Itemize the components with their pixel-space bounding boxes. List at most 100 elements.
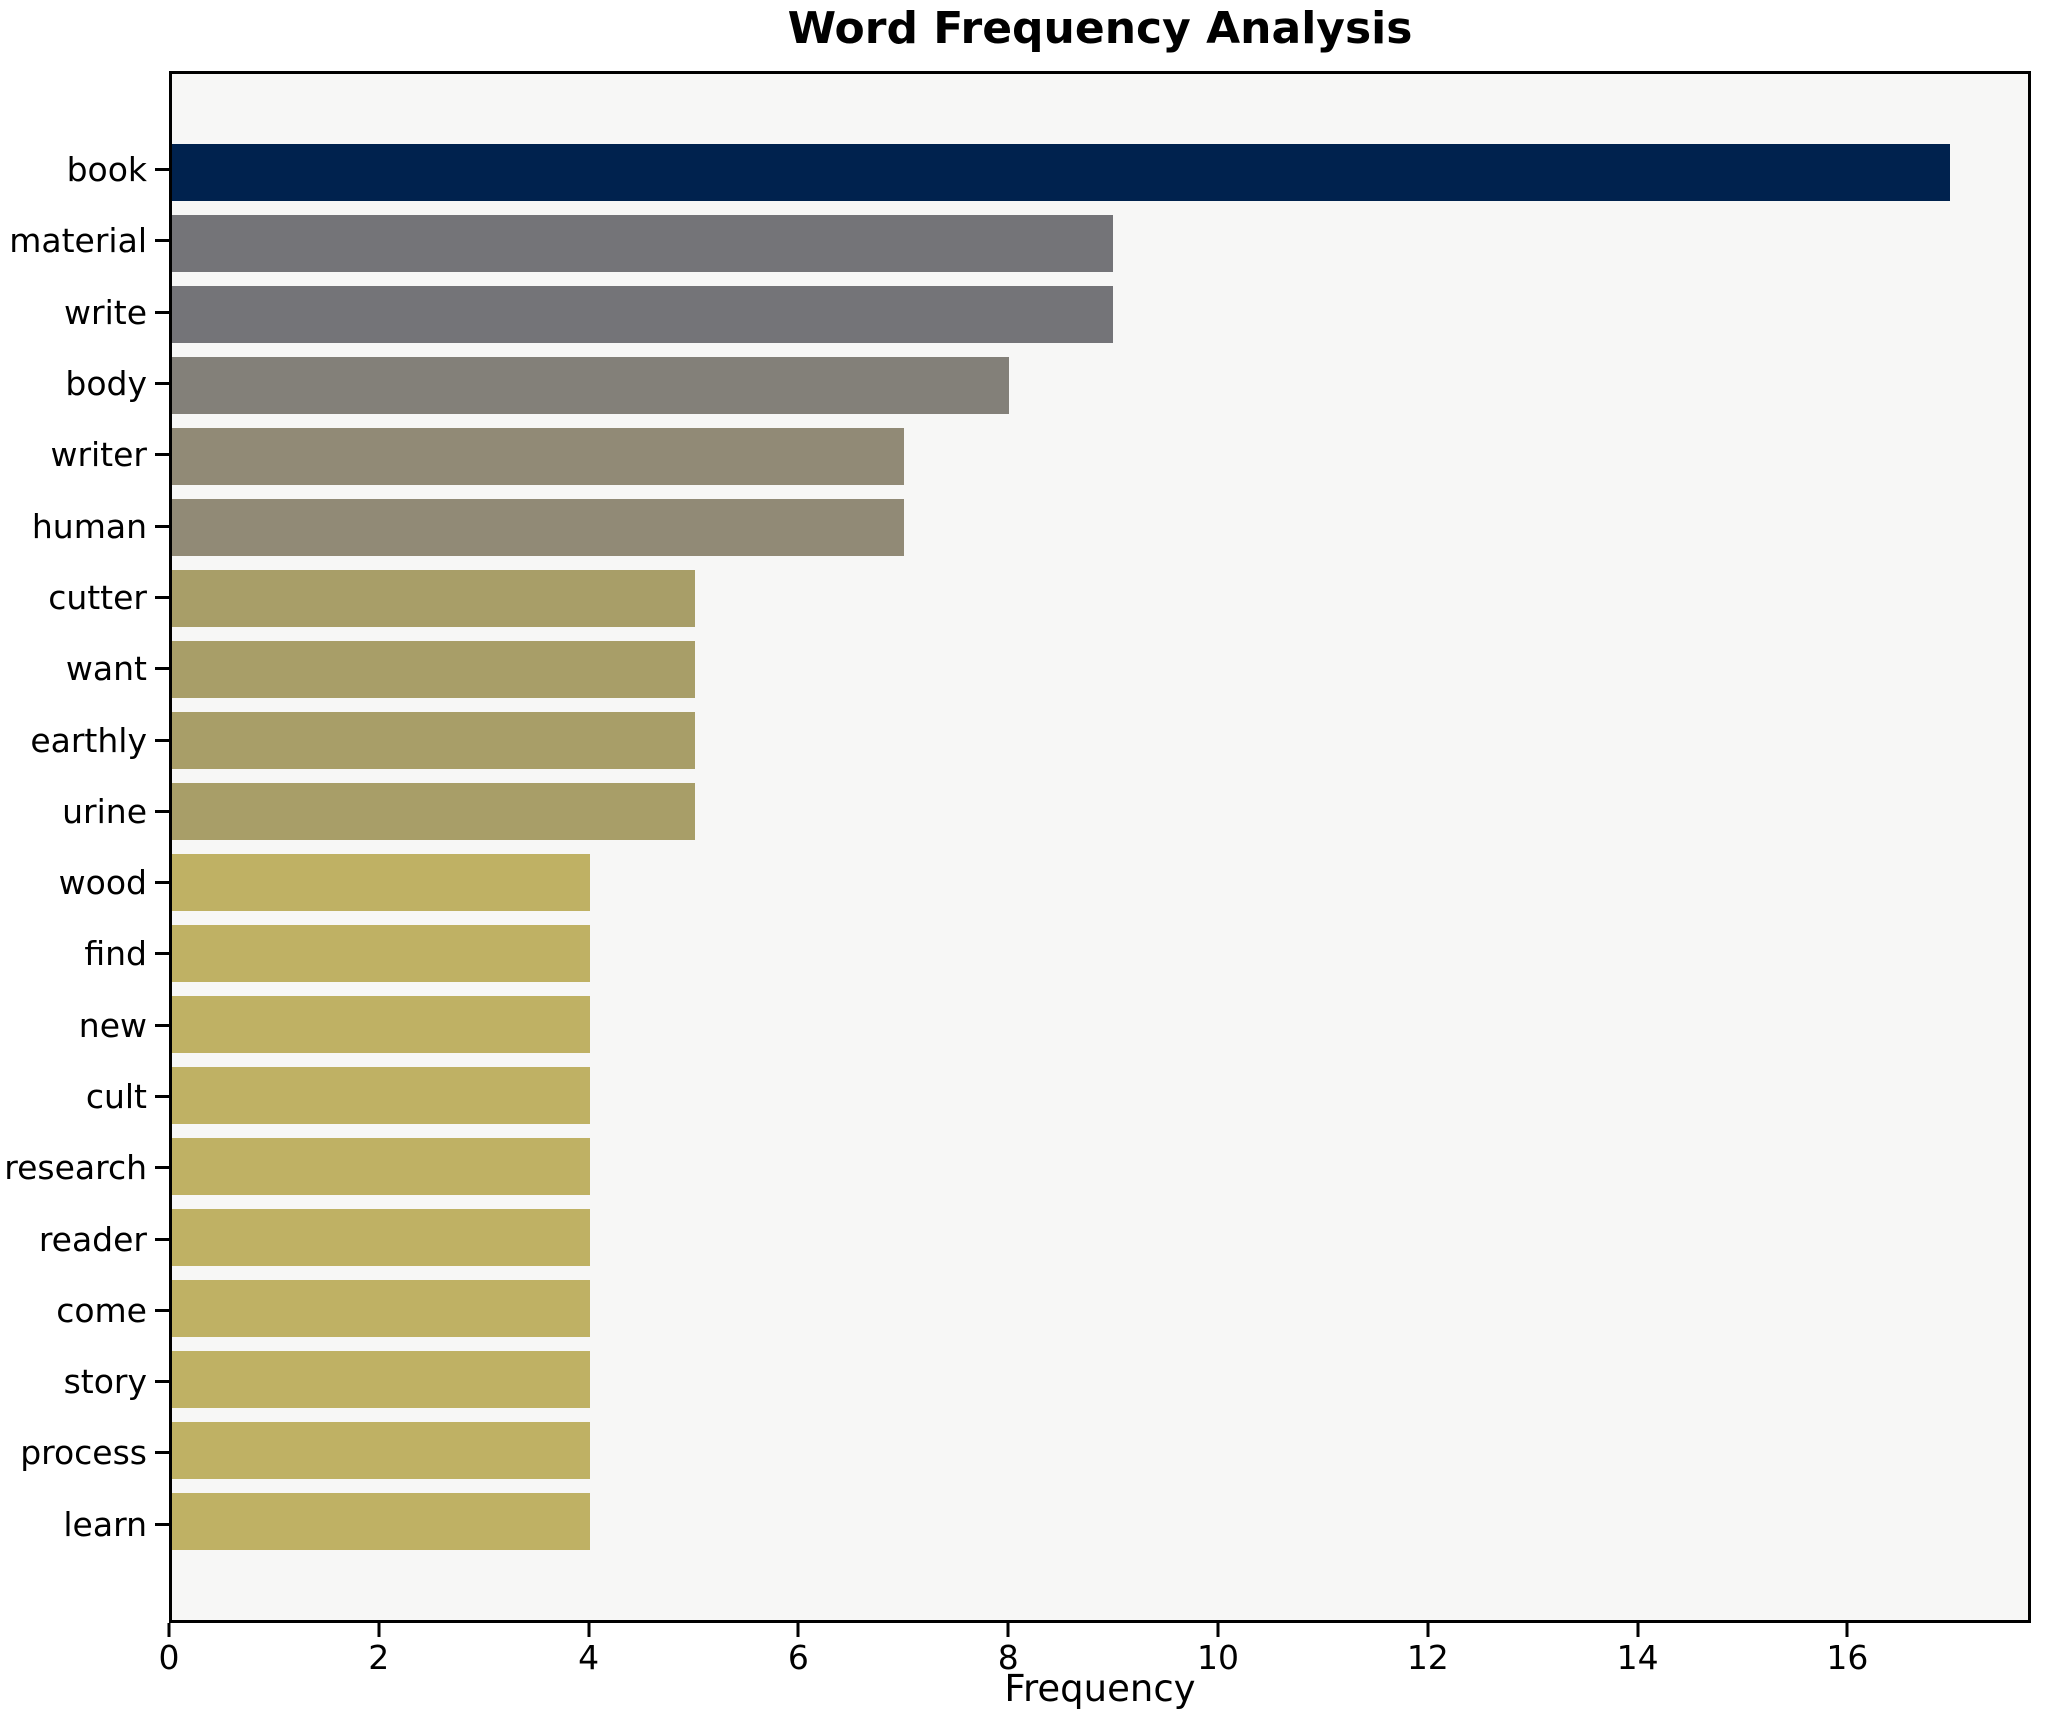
y-tick-mark <box>155 952 169 956</box>
y-tick-row <box>155 1489 169 1560</box>
y-tick-mark <box>155 1023 169 1027</box>
y-tick-label-learn: learn <box>63 1504 147 1544</box>
y-tick-label-cutter: cutter <box>48 577 147 617</box>
y-label-row: body <box>0 348 147 419</box>
y-tick-row <box>155 1417 169 1488</box>
y-tick-mark <box>155 239 169 243</box>
x-tick-mark-16 <box>1845 1623 1849 1637</box>
y-tick-mark <box>155 453 169 457</box>
bar-story <box>172 1351 591 1408</box>
y-label-row: material <box>0 205 147 276</box>
y-tick-label-writer: writer <box>50 435 147 475</box>
y-tick-row <box>155 277 169 348</box>
y-tick-mark <box>155 1308 169 1312</box>
x-tick-label-6: 6 <box>787 1638 809 1677</box>
bar-row <box>172 847 2028 918</box>
bar-cutter <box>172 570 695 627</box>
bar-row <box>172 989 2028 1060</box>
y-label-row: write <box>0 277 147 348</box>
y-tick-row <box>155 990 169 1061</box>
y-axis-labels: book material write body writer human cutter wa… <box>0 71 147 1623</box>
y-tick-label-come: come <box>56 1290 147 1330</box>
bar-row <box>172 279 2028 350</box>
bar-row <box>172 705 2028 776</box>
y-tick-label-human: human <box>31 506 147 546</box>
y-label-row: writer <box>0 419 147 490</box>
x-tick-label-12: 12 <box>1406 1638 1449 1677</box>
x-tick-label-16: 16 <box>1826 1638 1869 1677</box>
y-label-row: story <box>0 1346 147 1417</box>
y-tick-mark <box>155 1451 169 1455</box>
y-tick-mark <box>155 881 169 885</box>
y-tick-row <box>155 633 169 704</box>
y-tick-row <box>155 1061 169 1132</box>
bar-body <box>172 357 1009 414</box>
x-tick-mark-12 <box>1426 1623 1430 1637</box>
y-label-row: urine <box>0 776 147 847</box>
y-tick-mark <box>155 1166 169 1170</box>
bar-row <box>172 563 2028 634</box>
y-label-row: book <box>0 134 147 205</box>
y-tick-mark <box>155 1095 169 1098</box>
y-tick-row <box>155 348 169 419</box>
y-tick-label-book: book <box>66 150 147 190</box>
x-axis: 0 2 4 6 8 10 12 14 16 <box>159 1623 2031 1693</box>
x-tick-label-8: 8 <box>997 1638 1019 1677</box>
bar-row <box>172 1273 2028 1344</box>
y-tick-row <box>155 205 169 276</box>
y-tick-mark <box>155 809 169 813</box>
bar-row <box>172 208 2028 279</box>
y-label-row: learn <box>0 1489 147 1560</box>
bar-want <box>172 641 695 698</box>
y-tick-row <box>155 134 169 205</box>
y-label-row: want <box>0 633 147 704</box>
bar-row <box>172 492 2028 563</box>
y-tick-label-write: write <box>64 292 147 332</box>
bar-row <box>172 634 2028 705</box>
bar-row <box>172 137 2028 208</box>
y-tick-label-story: story <box>63 1362 147 1402</box>
bar-write <box>172 286 1114 343</box>
y-tick-mark <box>155 382 169 386</box>
x-axis-label: Frequency <box>1004 1667 1196 1710</box>
y-tick-label-cult: cult <box>85 1077 147 1116</box>
y-label-row: research <box>0 1132 147 1203</box>
x-tick-label-0: 0 <box>158 1638 180 1677</box>
bar-row <box>172 1415 2028 1486</box>
bar-row <box>172 918 2028 989</box>
y-tick-row <box>155 847 169 918</box>
y-label-row: earthly <box>0 704 147 775</box>
y-tick-label-research: research <box>4 1148 147 1188</box>
y-label-row: wood <box>0 847 147 918</box>
bar-urine <box>172 783 695 840</box>
bars-container <box>172 74 2028 1620</box>
y-tick-mark <box>155 595 169 599</box>
x-tick-mark-8 <box>1006 1623 1010 1637</box>
bar-row <box>172 1202 2028 1273</box>
bar-research <box>172 1138 591 1195</box>
bar-writer <box>172 428 904 485</box>
bar-book <box>172 144 1950 201</box>
y-tick-label-reader: reader <box>38 1219 147 1259</box>
bar-cult <box>172 1067 591 1124</box>
bar-learn <box>172 1493 591 1550</box>
bar-row <box>172 350 2028 421</box>
y-tick-mark <box>155 1522 169 1526</box>
y-tick-row <box>155 419 169 490</box>
y-tick-mark <box>155 738 169 742</box>
y-tick-label-find: find <box>84 934 147 974</box>
y-tick-row <box>155 1203 169 1274</box>
bar-earthly <box>172 712 695 769</box>
bar-find <box>172 925 591 982</box>
y-axis-ticks <box>155 71 169 1623</box>
y-label-row: come <box>0 1275 147 1346</box>
y-label-row: human <box>0 490 147 561</box>
x-tick-mark-6 <box>796 1623 800 1637</box>
bar-reader <box>172 1209 591 1266</box>
y-tick-label-urine: urine <box>62 791 147 831</box>
y-tick-row <box>155 562 169 633</box>
bar-come <box>172 1280 591 1337</box>
x-tick-mark-0 <box>167 1623 171 1637</box>
bar-row <box>172 1060 2028 1131</box>
